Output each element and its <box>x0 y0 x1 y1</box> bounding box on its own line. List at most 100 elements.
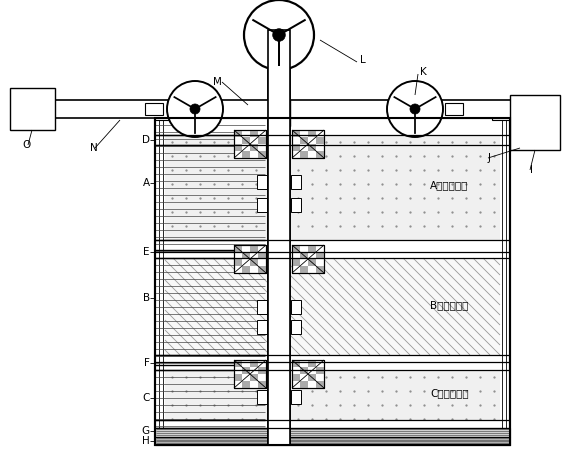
Bar <box>10 88 55 130</box>
Bar <box>258 137 266 144</box>
Text: A: A <box>143 178 150 188</box>
Text: M: M <box>213 77 222 87</box>
Bar <box>234 259 242 266</box>
Bar <box>250 130 258 137</box>
Text: C层（气层）: C层（气层） <box>430 388 469 398</box>
Text: I: I <box>530 165 533 175</box>
Bar <box>257 390 267 404</box>
Bar <box>242 151 250 158</box>
Text: L: L <box>360 55 366 65</box>
Bar <box>492 118 510 120</box>
Bar <box>292 374 300 381</box>
Bar <box>308 360 316 367</box>
Bar <box>250 245 258 252</box>
Bar <box>510 95 560 150</box>
Bar <box>292 130 300 137</box>
Bar <box>234 360 266 388</box>
Bar <box>316 367 324 374</box>
Bar <box>250 144 258 151</box>
Bar <box>258 367 266 374</box>
Bar <box>292 259 300 266</box>
Bar <box>234 245 266 273</box>
Bar <box>165 258 500 355</box>
Bar <box>234 245 242 252</box>
Bar <box>300 137 308 144</box>
Bar <box>155 428 510 437</box>
Bar <box>242 367 250 374</box>
Bar <box>250 259 258 266</box>
Bar <box>316 151 324 158</box>
Bar <box>268 30 290 445</box>
Bar <box>234 144 242 151</box>
Bar <box>145 103 163 115</box>
Text: H: H <box>142 436 150 446</box>
Circle shape <box>244 0 314 70</box>
Bar <box>234 130 266 158</box>
Bar <box>291 175 301 189</box>
Bar <box>292 245 300 252</box>
Bar <box>234 130 266 158</box>
Bar <box>300 367 308 374</box>
Text: B: B <box>143 293 150 303</box>
Circle shape <box>167 81 223 137</box>
Bar <box>38 100 528 118</box>
Bar <box>300 151 308 158</box>
Bar <box>292 144 300 151</box>
Bar <box>300 381 308 388</box>
Bar <box>257 300 267 314</box>
Circle shape <box>190 104 200 114</box>
Bar <box>234 130 242 137</box>
Bar <box>445 103 463 115</box>
Bar <box>292 360 324 388</box>
Text: A层（气层）: A层（气层） <box>430 180 469 190</box>
Bar <box>292 130 324 158</box>
Bar <box>292 360 324 388</box>
Bar <box>242 381 250 388</box>
Bar <box>250 360 258 367</box>
Bar <box>291 390 301 404</box>
Bar <box>234 360 242 367</box>
Bar <box>234 245 266 273</box>
Bar <box>316 266 324 273</box>
Bar <box>250 374 258 381</box>
Bar <box>316 252 324 259</box>
Bar <box>257 198 267 212</box>
Bar <box>242 137 250 144</box>
Text: F: F <box>144 358 150 368</box>
Bar <box>165 370 500 420</box>
Bar <box>291 198 301 212</box>
Bar <box>159 118 165 445</box>
Text: C: C <box>143 393 150 403</box>
Text: G: G <box>142 426 150 436</box>
Text: N: N <box>90 143 98 153</box>
Bar <box>308 374 316 381</box>
Bar <box>165 135 500 240</box>
Bar <box>258 266 266 273</box>
Bar <box>242 266 250 273</box>
Bar <box>300 252 308 259</box>
Bar <box>316 381 324 388</box>
Bar <box>292 245 324 273</box>
Bar <box>268 30 290 445</box>
Bar <box>291 320 301 334</box>
Text: J: J <box>488 153 491 163</box>
Bar <box>258 252 266 259</box>
Bar <box>308 259 316 266</box>
Text: B层（气层）: B层（气层） <box>430 300 469 310</box>
Bar <box>292 360 300 367</box>
Circle shape <box>410 104 420 114</box>
Bar <box>308 144 316 151</box>
Bar <box>258 381 266 388</box>
Bar <box>155 118 510 445</box>
Bar <box>234 374 242 381</box>
Circle shape <box>387 81 443 137</box>
Bar <box>291 300 301 314</box>
Bar <box>234 360 266 388</box>
Bar <box>300 266 308 273</box>
Text: O: O <box>22 140 30 150</box>
Bar <box>308 245 316 252</box>
Bar <box>155 118 510 445</box>
Bar <box>316 137 324 144</box>
Text: E: E <box>144 247 150 257</box>
Bar <box>292 245 324 273</box>
